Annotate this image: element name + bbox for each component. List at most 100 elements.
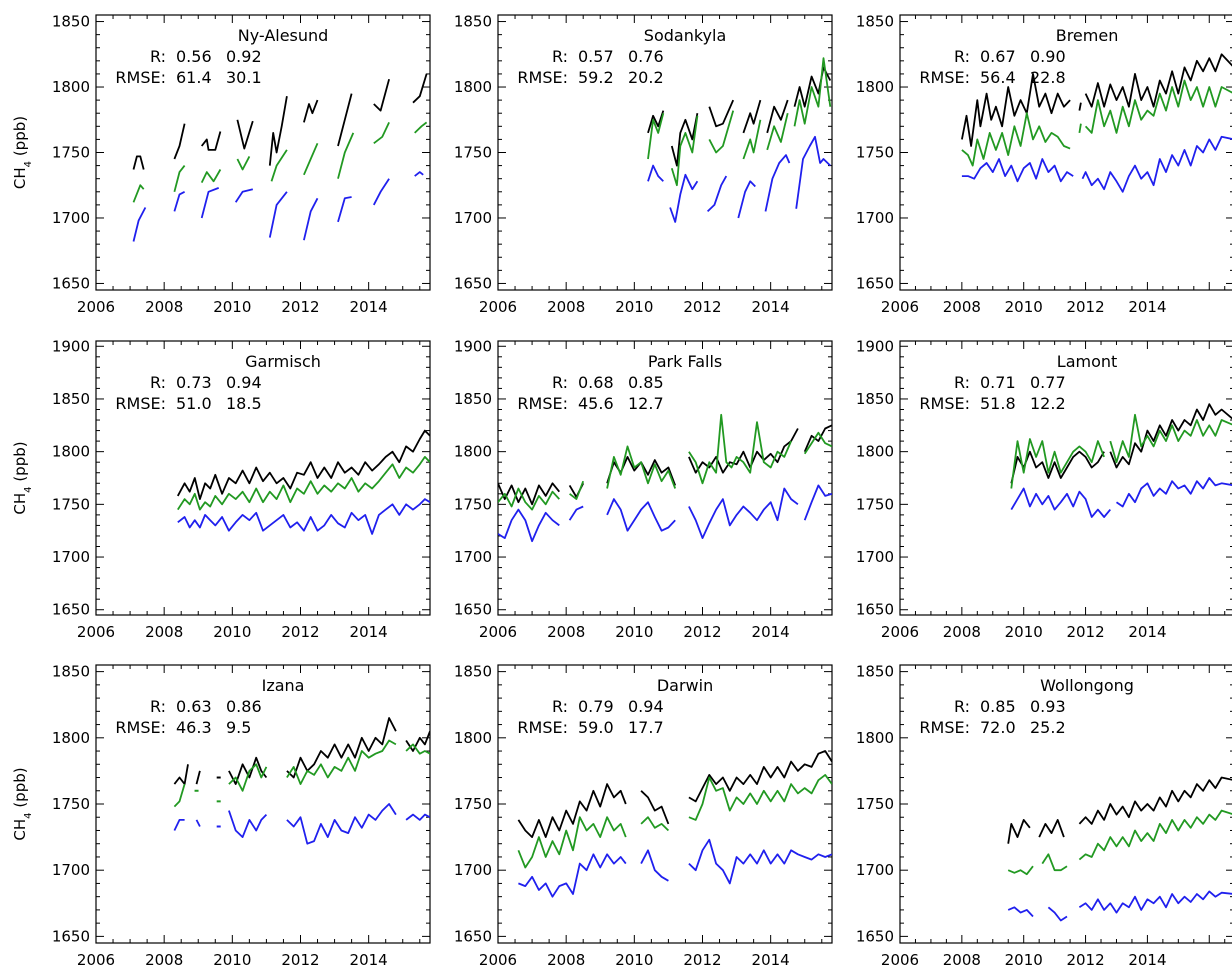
rmse-value-blue: 59.0 bbox=[578, 718, 614, 737]
x-tick-label: 2012 bbox=[281, 951, 319, 969]
series-black-line bbox=[173, 764, 189, 785]
series-green-line bbox=[405, 743, 430, 755]
series-black-line bbox=[200, 131, 222, 151]
y-tick-label: 1800 bbox=[856, 78, 894, 96]
x-tick-label: 2012 bbox=[1066, 298, 1104, 316]
panel-title: Darwin bbox=[657, 676, 713, 695]
panel-lamont: 2006 2008 2010 2012 2014 1650 1700 1750 1800 1850… bbox=[856, 337, 1232, 641]
x-tick-label: 2012 bbox=[683, 951, 721, 969]
r-value-blue: 0.79 bbox=[578, 697, 614, 716]
x-tick-label: 2010 bbox=[213, 623, 251, 641]
series-blue-line bbox=[764, 154, 791, 212]
rmse-value-green: 25.2 bbox=[1030, 718, 1066, 737]
series-black-line bbox=[1109, 403, 1232, 469]
series-green-line bbox=[1007, 865, 1034, 876]
y-tick-label: 1750 bbox=[856, 144, 894, 162]
x-tick-label: 2008 bbox=[547, 298, 585, 316]
x-tick-label: 2008 bbox=[145, 298, 183, 316]
x-tick-label: 2014 bbox=[350, 298, 388, 316]
x-tick-label: 2010 bbox=[615, 951, 653, 969]
y-tick-label: 1700 bbox=[52, 209, 90, 227]
x-tick-label: 2014 bbox=[1128, 951, 1166, 969]
rmse-value-blue: 51.0 bbox=[176, 394, 212, 413]
panel-title: Wollongong bbox=[1040, 676, 1134, 695]
series-black-line bbox=[766, 99, 789, 134]
x-tick-label: 2012 bbox=[281, 298, 319, 316]
series-green-line bbox=[337, 132, 355, 179]
y-tick-label: 1650 bbox=[52, 601, 90, 619]
y-tick-label: 1650 bbox=[856, 927, 894, 945]
x-tick-label: 2006 bbox=[479, 623, 517, 641]
r-value-green: 0.92 bbox=[226, 47, 262, 66]
x-tick-label: 2010 bbox=[213, 298, 251, 316]
y-tick-label: 1750 bbox=[856, 795, 894, 813]
x-tick-label: 2006 bbox=[881, 951, 919, 969]
x-tick-label: 2006 bbox=[77, 298, 115, 316]
series-green-line bbox=[132, 184, 145, 203]
y-axis-label-main: CH bbox=[11, 167, 29, 189]
series-black-line bbox=[1007, 819, 1031, 844]
x-tick-label: 2008 bbox=[547, 623, 585, 641]
y-tick-label: 1700 bbox=[856, 548, 894, 566]
x-tick-label: 2010 bbox=[1005, 951, 1043, 969]
y-tick-label: 1650 bbox=[52, 274, 90, 292]
r-value-blue: 0.85 bbox=[980, 697, 1016, 716]
y-tick-label: 1850 bbox=[52, 13, 90, 31]
rmse-value-green: 12.2 bbox=[1030, 394, 1066, 413]
rmse-label: RMSE: bbox=[919, 394, 970, 413]
series-black-line bbox=[688, 750, 832, 803]
rmse-label: RMSE: bbox=[517, 394, 568, 413]
series-blue-line bbox=[606, 498, 676, 532]
r-value-blue: 0.63 bbox=[176, 697, 212, 716]
series-black-line bbox=[961, 73, 1071, 147]
y-tick-label: 1750 bbox=[454, 795, 492, 813]
series-blue-line bbox=[173, 819, 185, 831]
x-tick-label: 2014 bbox=[1128, 298, 1166, 316]
series-blue-line bbox=[795, 135, 831, 209]
series-blue-line bbox=[268, 191, 288, 238]
series-blue-line bbox=[498, 508, 560, 543]
y-tick-label: 1650 bbox=[454, 927, 492, 945]
rmse-value-blue: 56.4 bbox=[980, 68, 1016, 87]
rmse-label: RMSE: bbox=[115, 394, 166, 413]
panel-title: Garmisch bbox=[245, 352, 321, 371]
r-value-green: 0.94 bbox=[226, 373, 262, 392]
r-value-green: 0.86 bbox=[226, 697, 262, 716]
series-blue-line bbox=[173, 190, 186, 212]
panel-bremen: 2006 2008 2010 2012 2014 1650 1700 1750 1800 1850… bbox=[856, 13, 1232, 316]
series-blue-line bbox=[286, 803, 397, 845]
r-label: R: bbox=[150, 47, 166, 66]
r-label: R: bbox=[150, 697, 166, 716]
r-label: R: bbox=[552, 373, 568, 392]
rmse-label: RMSE: bbox=[919, 68, 970, 87]
series-black-line bbox=[1084, 53, 1232, 108]
plot-frame bbox=[497, 14, 833, 291]
series-blue-line bbox=[1047, 906, 1068, 922]
series-black-line bbox=[498, 482, 560, 506]
x-tick-label: 2010 bbox=[615, 623, 653, 641]
y-axis-label-sub: 4 bbox=[23, 812, 34, 818]
y-tick-label: 1850 bbox=[454, 13, 492, 31]
panel-title: Lamont bbox=[1057, 352, 1118, 371]
series-black-line bbox=[517, 783, 627, 838]
series-blue-line bbox=[669, 173, 699, 223]
series-green-line bbox=[373, 122, 390, 145]
x-tick-label: 2012 bbox=[683, 623, 721, 641]
y-tick-label: 1700 bbox=[856, 209, 894, 227]
x-tick-label: 2008 bbox=[145, 623, 183, 641]
y-tick-label: 1800 bbox=[856, 443, 894, 461]
y-tick-label: 1650 bbox=[856, 601, 894, 619]
y-tick-label: 1800 bbox=[454, 729, 492, 747]
y-tick-label: 1850 bbox=[856, 13, 894, 31]
r-value-green: 0.93 bbox=[1030, 697, 1066, 716]
series-green-line bbox=[1010, 438, 1105, 489]
y-tick-label: 1750 bbox=[52, 495, 90, 513]
rmse-label: RMSE: bbox=[115, 68, 166, 87]
series-green-line bbox=[177, 456, 430, 511]
x-tick-label: 2014 bbox=[1128, 623, 1166, 641]
series-blue-line bbox=[1007, 906, 1034, 918]
x-tick-label: 2006 bbox=[479, 298, 517, 316]
x-tick-label: 2012 bbox=[281, 623, 319, 641]
series-black-line bbox=[688, 428, 799, 474]
